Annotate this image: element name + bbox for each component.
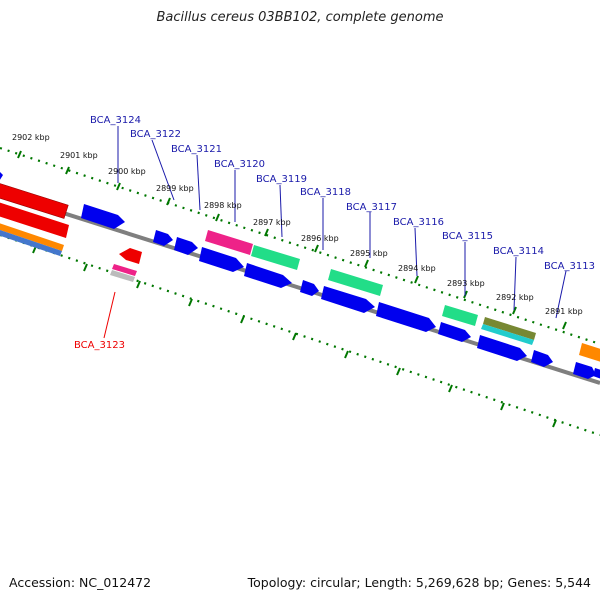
inner-minor-ticks	[0, 233, 600, 437]
leader-line-bca-3123	[103, 291, 116, 339]
gene-bca-3116[interactable]	[376, 302, 436, 332]
leader-line	[279, 184, 283, 238]
gene-bca-3119-feature[interactable]	[251, 245, 300, 270]
gene-bca-3123-grey[interactable]	[110, 270, 135, 282]
outer-minor-ticks	[0, 146, 600, 346]
kbp-label: 2897 kbp	[253, 218, 291, 227]
gene-feature-red[interactable]	[0, 182, 69, 219]
kbp-label: 2894 kbp	[398, 264, 436, 273]
gene-arrow[interactable]	[0, 170, 3, 183]
gene-blue-arrow[interactable]	[321, 286, 375, 313]
major-tick	[17, 150, 22, 159]
leader-line	[151, 139, 175, 201]
major-tick	[512, 306, 517, 315]
gene-blue-arrow[interactable]	[477, 335, 527, 361]
inner-major-ticks	[32, 245, 557, 428]
gene-bca-3123-magenta[interactable]	[112, 264, 137, 276]
gene-bca-3117-feature[interactable]	[328, 269, 383, 296]
gene-label[interactable]: BCA_3114	[493, 246, 544, 257]
accession-label: Accession: NC_012472	[9, 575, 152, 590]
major-tick	[414, 275, 419, 284]
major-tick	[264, 228, 269, 237]
gene-blue-arrow[interactable]	[199, 247, 244, 272]
kbp-label: 2900 kbp	[108, 167, 146, 176]
gene-label[interactable]: BCA_3116	[393, 217, 444, 228]
gene-bca-3121[interactable]	[174, 237, 198, 255]
kbp-label: 2893 kbp	[447, 279, 485, 288]
major-tick	[364, 259, 369, 268]
gene-blue-stripe[interactable]	[0, 228, 62, 256]
major-tick	[83, 263, 88, 272]
gene-orange-edge[interactable]	[579, 343, 600, 362]
major-tick	[65, 166, 70, 175]
gene-blue-edge[interactable]	[593, 368, 600, 380]
gene-label[interactable]: BCA_3122	[130, 129, 181, 140]
gene-label[interactable]: BCA_3121	[171, 144, 222, 155]
major-tick	[166, 197, 171, 206]
kbp-label: 2892 kbp	[496, 293, 534, 302]
gene-orange-stripe[interactable]	[0, 222, 64, 251]
gene-label[interactable]: BCA_3119	[256, 174, 307, 185]
major-tick	[500, 402, 505, 411]
outer-tick-ring	[0, 146, 600, 346]
kbp-label: 2901 kbp	[60, 151, 98, 160]
gene-blue-edge[interactable]	[573, 362, 596, 379]
major-tick	[215, 213, 220, 222]
kbp-labels: 2902 kbp 2901 kbp 2900 kbp 2899 kbp 2898…	[12, 133, 583, 316]
genome-title: Bacillus cereus 03BB102, complete genome	[156, 10, 444, 25]
gene-bca-3123[interactable]	[119, 248, 142, 264]
genes-forward	[0, 170, 600, 380]
gene-bca-3120-feature[interactable]	[205, 230, 253, 255]
major-tick	[562, 321, 567, 330]
major-tick	[136, 280, 141, 289]
gene-bca-3113[interactable]	[531, 350, 553, 367]
genes-reverse	[110, 248, 142, 282]
gene-label[interactable]: BCA_3113	[544, 261, 595, 272]
major-tick	[116, 182, 121, 191]
major-tick	[240, 315, 245, 324]
kbp-label: 2902 kbp	[12, 133, 50, 142]
major-tick	[188, 298, 193, 307]
gene-bca-3118[interactable]	[300, 280, 319, 296]
gene-bca-3124[interactable]	[81, 204, 125, 229]
inner-tick-ring	[0, 233, 600, 437]
gene-label[interactable]: BCA_3115	[442, 231, 493, 242]
major-tick	[396, 367, 401, 376]
gene-label[interactable]: BCA_3118	[300, 187, 351, 198]
gene-blue-arrow[interactable]	[244, 263, 292, 288]
major-tick	[448, 384, 453, 393]
gene-red-block[interactable]	[0, 202, 69, 238]
major-tick	[314, 244, 319, 253]
kbp-label: 2891 kbp	[545, 307, 583, 316]
kbp-label: 2895 kbp	[350, 249, 388, 258]
major-tick	[344, 350, 349, 359]
gene-label[interactable]: BCA_3124	[90, 115, 141, 126]
leader-line	[513, 256, 517, 311]
gene-label-highlight[interactable]: BCA_3123	[74, 340, 125, 351]
kbp-label: 2898 kbp	[204, 201, 242, 210]
gene-leader-lines	[103, 126, 567, 339]
genome-stats-label: Topology: circular; Length: 5,269,628 bp…	[247, 575, 591, 590]
outer-major-ticks	[17, 150, 567, 330]
gene-blue-arrow[interactable]	[438, 322, 471, 342]
leader-line	[555, 270, 567, 319]
major-tick	[552, 419, 557, 428]
gene-label[interactable]: BCA_3117	[346, 202, 397, 213]
gene-track	[0, 182, 69, 219]
gene-label[interactable]: BCA_3120	[214, 159, 265, 170]
major-tick	[292, 332, 297, 341]
kbp-label: 2896 kbp	[301, 234, 339, 243]
gene-bca-3122[interactable]	[153, 230, 173, 246]
gene-bca-3114-teal[interactable]	[481, 324, 534, 345]
kbp-label: 2899 kbp	[156, 184, 194, 193]
leader-line	[414, 227, 418, 277]
gene-bca-3115-feature[interactable]	[442, 305, 478, 326]
gene-labels: BCA_3124 BCA_3122 BCA_3121 BCA_3120 BCA_…	[74, 115, 595, 351]
gene-bca-3114-olive[interactable]	[483, 317, 536, 340]
leader-line	[196, 154, 201, 211]
